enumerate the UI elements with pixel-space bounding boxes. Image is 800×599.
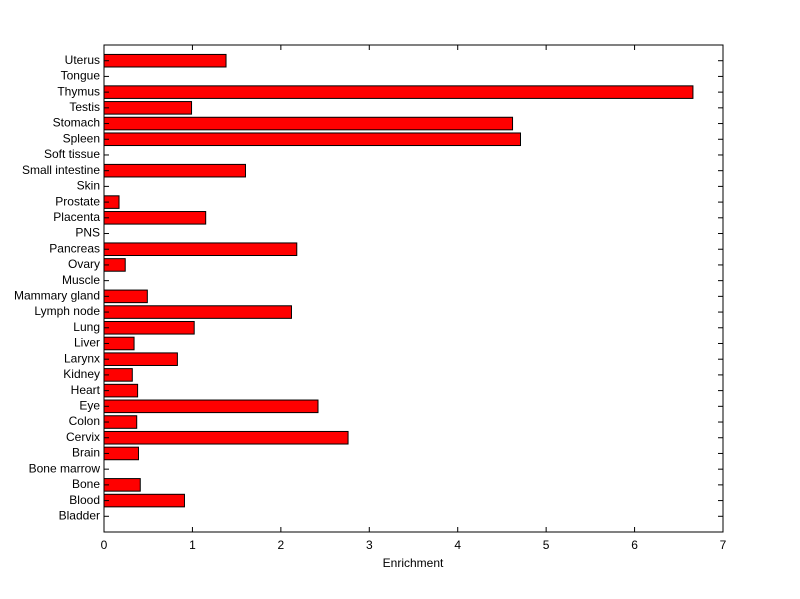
y-tick-label-testis: Testis [69,100,100,114]
y-tick-label-mammary-gland: Mammary gland [14,289,100,303]
y-tick-label-colon: Colon [69,414,100,428]
bar-pancreas [103,242,298,257]
bar-eye [103,399,319,414]
y-tick-label-bone: Bone [72,477,100,491]
y-tick-label-pancreas: Pancreas [49,241,100,255]
x-tick-label-5: 5 [543,538,550,552]
bar-testis [103,101,193,115]
y-tick-label-bladder: Bladder [59,508,100,522]
bar-thymus [103,85,694,99]
y-tick-label-lung: Lung [73,320,100,334]
y-tick-label-eye: Eye [79,398,100,412]
bar-stomach [103,116,514,131]
bar-lymph-node [103,305,292,319]
y-tick-label-soft-tissue: Soft tissue [44,147,100,161]
y-tick-label-placenta: Placenta [53,210,100,224]
y-tick-label-bone-marrow: Bone marrow [29,461,101,475]
y-tick-label-thymus: Thymus [57,84,100,98]
y-tick-label-stomach: Stomach [53,116,100,130]
y-tick-label-kidney: Kidney [63,367,100,381]
y-tick-label-skin: Skin [77,179,100,193]
bar-small-intestine [103,163,246,178]
y-tick-label-small-intestine: Small intestine [22,163,100,177]
plot-frame [103,44,724,533]
y-tick-label-prostate: Prostate [55,194,100,208]
y-tick-label-cervix: Cervix [66,430,100,444]
y-tick-label-tongue: Tongue [61,69,101,83]
bar-bone [103,478,141,492]
bar-blood [103,493,185,508]
y-tick-label-larynx: Larynx [64,351,100,365]
x-tick-label-3: 3 [366,538,373,552]
y-tick-label-muscle: Muscle [62,273,100,287]
x-tick-label-0: 0 [101,538,108,552]
y-tick-label-spleen: Spleen [63,131,100,145]
x-tick-label-4: 4 [454,538,461,552]
y-tick-label-blood: Blood [69,493,100,507]
y-tick-label-heart: Heart [71,383,101,397]
y-tick-label-liver: Liver [74,336,100,350]
bar-lung [103,320,195,335]
bar-mammary-gland [103,289,148,304]
y-tick-label-lymph-node: Lymph node [34,304,100,318]
y-tick-label-pns: PNS [75,226,100,240]
bar-brain [103,446,139,461]
x-tick-label-2: 2 [278,538,285,552]
x-tick-label-1: 1 [189,538,196,552]
x-tick-label-6: 6 [631,538,638,552]
bar-cervix [103,430,349,445]
y-tick-label-brain: Brain [72,446,100,460]
bar-heart [103,383,139,398]
bar-spleen [103,132,521,147]
bar-uterus [103,53,227,68]
x-tick-labels: 0 1 2 3 4 5 6 7 [101,538,727,552]
y-tick-label-ovary: Ovary [68,257,100,271]
ticks-group [103,45,724,532]
bar-larynx [103,352,178,366]
y-tick-label-uterus: Uterus [65,53,100,67]
x-axis-title: Enrichment [383,556,444,570]
x-tick-label-7: 7 [720,538,727,552]
bar-placenta [103,211,207,225]
